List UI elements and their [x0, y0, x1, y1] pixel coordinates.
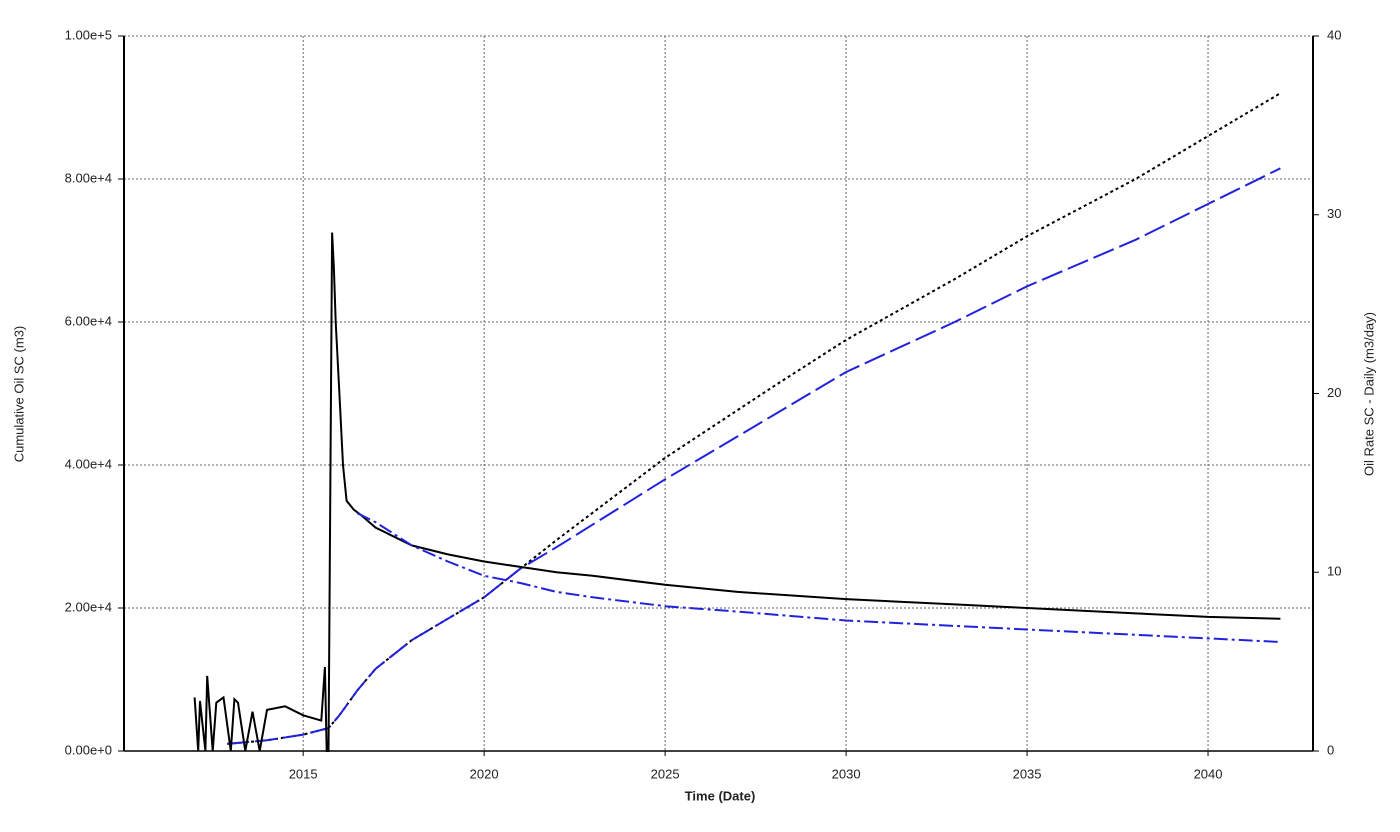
- y2-tick-label: 40: [1327, 27, 1341, 42]
- x-tick-label: 2030: [832, 766, 861, 781]
- x-tick-label: 2040: [1194, 766, 1223, 781]
- y-tick-label: 8.00e+4: [65, 170, 112, 185]
- y-tick-label: 1.00e+5: [65, 27, 112, 42]
- x-tick-label: 2015: [289, 766, 318, 781]
- y-tick-label: 6.00e+4: [65, 313, 112, 328]
- y-tick-label: 4.00e+4: [65, 456, 112, 471]
- y2-tick-label: 0: [1327, 742, 1334, 757]
- series-line: [357, 512, 1281, 643]
- y2-tick-label: 20: [1327, 385, 1341, 400]
- y-axis-label: Cumulative Oil SC (m3): [11, 326, 26, 463]
- y2-tick-label: 10: [1327, 564, 1341, 579]
- x-tick-label: 2020: [470, 766, 499, 781]
- y-tick-label: 2.00e+4: [65, 599, 112, 614]
- series-line: [193, 232, 1281, 752]
- x-tick-label: 2025: [651, 766, 680, 781]
- y2-tick-label: 30: [1327, 206, 1341, 221]
- y-tick-label: 0.00e+0: [65, 742, 112, 757]
- x-tick-label: 2035: [1013, 766, 1042, 781]
- x-axis-label: Time (Date): [685, 788, 756, 803]
- series-line: [227, 167, 1281, 745]
- y2-axis-label: Oil Rate SC - Daily (m3/day): [1361, 312, 1376, 476]
- series-line: [227, 92, 1281, 745]
